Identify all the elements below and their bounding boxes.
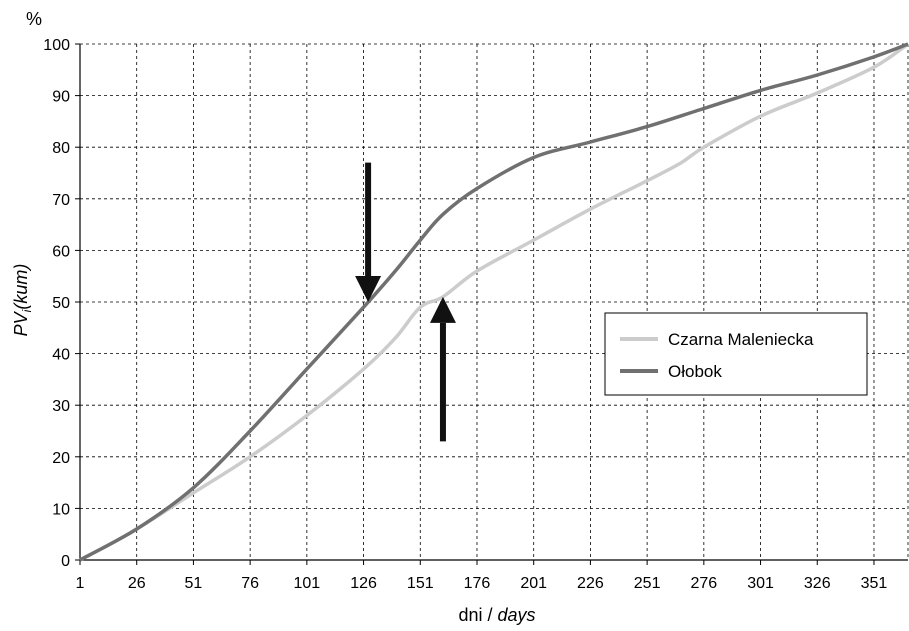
x-tick-label: 101 [293, 575, 320, 592]
x-tick-label: 351 [861, 575, 888, 592]
grid [80, 43, 909, 560]
y-axis-title-sub: i [20, 309, 34, 312]
y-axis-title-rest: (kum) [11, 264, 31, 310]
legend: Czarna Maleniecka Ołobok [604, 312, 868, 396]
annotations [355, 162, 456, 442]
y-tick-label: 80 [52, 140, 70, 157]
y-tick-label: 70 [52, 192, 70, 209]
x-axis-title-main: dni / [458, 605, 497, 625]
y-tick-label: 90 [52, 89, 70, 106]
x-tick-label: 226 [577, 575, 604, 592]
legend-box [604, 312, 868, 396]
x-tick-label: 201 [520, 575, 547, 592]
y-tick-label: 20 [52, 450, 70, 467]
x-axis-title-italic: days [498, 605, 536, 625]
x-tick-label: 76 [241, 575, 259, 592]
annotation-arrow-up-head [429, 296, 456, 323]
y-tick-label: 0 [61, 553, 70, 570]
y-unit-label: % [26, 9, 42, 29]
x-axis-title: dni / days [458, 605, 535, 625]
annotation-arrow-down-head [355, 276, 382, 302]
y-axis-title: PVi(kum) [11, 264, 34, 337]
y-tick-label: 100 [43, 37, 70, 54]
y-tick-label: 40 [52, 347, 70, 364]
x-tick-label: 51 [185, 575, 203, 592]
x-tick-label: 176 [464, 575, 491, 592]
series-line-olobok [79, 42, 909, 562]
y-tick-label: 50 [52, 295, 70, 312]
legend-label-czarna: Czarna Maleniecka [668, 330, 814, 349]
y-tick-label: 30 [52, 398, 70, 415]
x-tick-label: 251 [634, 575, 661, 592]
x-tick-label: 126 [350, 575, 377, 592]
legend-label-olobok: Ołobok [668, 362, 722, 381]
x-tick-label: 151 [407, 575, 434, 592]
x-tick-label: 326 [804, 575, 831, 592]
series-line-czarna-maleniecka [79, 42, 909, 562]
x-tick-label: 276 [690, 575, 717, 592]
x-tick-label: 301 [747, 575, 774, 592]
series [79, 42, 909, 562]
y-axis-title-main: PV [11, 310, 31, 336]
y-tick-label: 60 [52, 243, 70, 260]
x-tick-label: 26 [128, 575, 146, 592]
y-tick-label: 10 [52, 501, 70, 518]
x-tick-label: 1 [76, 575, 85, 592]
